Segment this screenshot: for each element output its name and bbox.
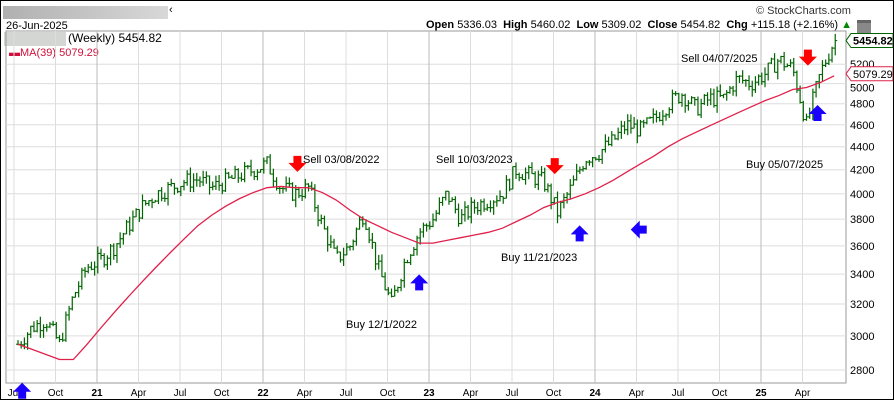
- sell-arrow-icon: [545, 158, 564, 175]
- last-price-box: [845, 33, 893, 49]
- chart-date: 26-Jun-2025: [6, 20, 68, 32]
- x-tick-label: Jul: [8, 388, 21, 399]
- x-tick-label: Apr: [795, 388, 811, 399]
- y-tick-label: 5000: [850, 83, 874, 95]
- x-tick-label: 21: [91, 388, 103, 399]
- y-tick-label: 4800: [850, 99, 874, 111]
- signal-label: Buy 12/1/2022: [346, 319, 417, 331]
- x-tick-label: Apr: [463, 388, 479, 399]
- x-tick-label: 24: [589, 388, 601, 399]
- signal-label: Sell 04/07/2025: [681, 53, 757, 65]
- close-value: 5454.82: [680, 19, 721, 31]
- x-tick-label: Jul: [340, 388, 353, 399]
- x-tick-label: Apr: [629, 388, 645, 399]
- y-tick-label: 3400: [850, 269, 874, 281]
- open-label: Open: [426, 19, 455, 31]
- x-tick-label: Apr: [297, 388, 313, 399]
- x-tick-label: Oct: [214, 388, 230, 399]
- x-tick-label: 25: [755, 388, 767, 399]
- signal-label: Buy 11/21/2023: [501, 252, 577, 264]
- y-tick-label: 3800: [850, 214, 874, 226]
- buy-arrow-icon: [13, 382, 32, 399]
- open-value: 5336.03: [457, 19, 497, 31]
- collapse-chevron-icon[interactable]: ‹: [169, 4, 173, 16]
- ohlc-readout: Open 5336.03 High 5460.02 Low 5309.02 Cl…: [426, 19, 852, 31]
- last-price-tag: 5454.82: [853, 36, 893, 48]
- signal-label: Sell 03/08/2022: [303, 154, 379, 166]
- buy-arrow-icon: [808, 105, 827, 122]
- x-tick-label: 23: [423, 388, 435, 399]
- stockcharts-logo[interactable]: © StockCharts.com: [756, 5, 851, 17]
- y-tick-label: 4600: [850, 120, 874, 132]
- x-tick-label: Jul: [672, 388, 685, 399]
- y-tick-label: 2800: [850, 365, 874, 377]
- sell-arrow-icon: [288, 155, 307, 172]
- ma-price-tag: 5079.29: [853, 69, 893, 81]
- ma39-line: [17, 75, 835, 361]
- x-tick-label: Jul: [506, 388, 519, 399]
- y-tick-label: 4200: [850, 165, 874, 177]
- y-tick-label: 4000: [850, 189, 874, 201]
- x-tick-label: Oct: [712, 388, 728, 399]
- chg-value: +115.18 (+2.16%): [750, 19, 839, 31]
- title-redacted: [3, 6, 168, 19]
- left-arrow-icon: [630, 220, 647, 239]
- sell-arrow-icon: [798, 49, 817, 66]
- chg-label: Chg: [726, 19, 748, 31]
- up-triangle-icon: ▲: [841, 19, 853, 31]
- signal-label: Sell 10/03/2023: [436, 154, 512, 166]
- x-tick-label: Oct: [380, 388, 396, 399]
- plot-area: [5, 30, 847, 384]
- y-tick-label: 3600: [850, 241, 874, 253]
- x-tick-label: Oct: [546, 388, 562, 399]
- x-tick-label: 22: [257, 388, 269, 399]
- y-tick-label: 3000: [850, 331, 874, 343]
- buy-arrow-icon: [410, 274, 429, 291]
- ma-price-box: [845, 66, 893, 82]
- x-tick-label: Oct: [48, 388, 64, 399]
- y-tick-label: 4400: [850, 142, 874, 154]
- y-tick-label: 3200: [850, 299, 874, 311]
- buy-arrow-icon: [570, 225, 589, 242]
- low-label: Low: [576, 19, 599, 31]
- high-value: 5460.02: [530, 19, 571, 31]
- x-tick-label: Jul: [174, 388, 187, 399]
- ma-legend-text: MA(39) 5079.29: [20, 47, 99, 59]
- x-tick-label: Apr: [131, 388, 147, 399]
- low-value: 5309.02: [601, 19, 642, 31]
- signal-label: Buy 05/07/2025: [746, 159, 823, 171]
- close-label: Close: [647, 19, 678, 31]
- symbol-redacted: [4, 32, 66, 46]
- high-label: High: [503, 19, 528, 31]
